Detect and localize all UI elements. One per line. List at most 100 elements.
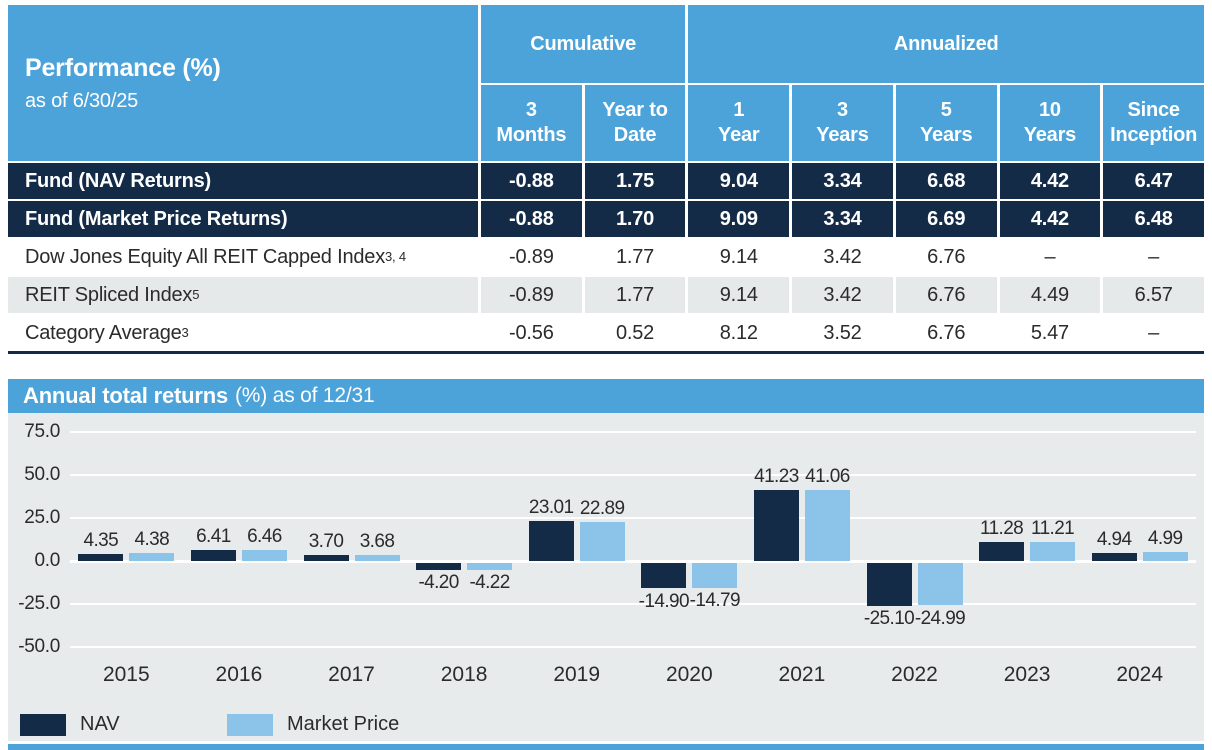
gridline bbox=[70, 646, 1196, 648]
market-price-bar-2017 bbox=[354, 554, 400, 561]
column-group-annualized: Annualized bbox=[688, 5, 1204, 83]
table-cell: 1.70 bbox=[584, 201, 686, 237]
bar-value-label: 4.38 bbox=[134, 529, 170, 551]
bar-value-label: 4.99 bbox=[1147, 528, 1183, 550]
market-price-bar-2022 bbox=[917, 562, 963, 606]
table-cell: 9.09 bbox=[688, 201, 790, 237]
nav-bar-2022 bbox=[866, 562, 912, 606]
market-price-bar-2020 bbox=[692, 562, 738, 588]
bar-value-label: 6.46 bbox=[247, 525, 282, 547]
bar-value-label: 4.35 bbox=[83, 529, 119, 551]
nav-bar-2018 bbox=[416, 562, 462, 570]
table-cell: 6.57 bbox=[1103, 277, 1204, 313]
table-cell: 6.76 bbox=[895, 315, 997, 351]
y-axis-tick: -50.0 bbox=[18, 636, 60, 657]
table-cell: – bbox=[1103, 315, 1204, 351]
bar-value-label: 41.06 bbox=[805, 466, 850, 488]
x-axis-label: 2021 bbox=[778, 663, 826, 686]
performance-table-title: Performance (%) bbox=[25, 53, 221, 82]
table-cell: 6.69 bbox=[895, 201, 997, 237]
column-header: 3 Years bbox=[792, 85, 893, 161]
bar-value-label: -4.22 bbox=[469, 572, 510, 594]
annual-returns-title: Annual total returns bbox=[23, 383, 229, 408]
annual-returns-banner: Annual total returns (%) as of 12/31 bbox=[8, 379, 1204, 413]
table-cell: 4.42 bbox=[999, 163, 1101, 199]
chart-legend: NAV Market Price bbox=[8, 710, 1204, 741]
table-cell: 1.77 bbox=[584, 277, 686, 313]
nav-bar-2015 bbox=[78, 553, 124, 561]
x-axis-label: 2016 bbox=[215, 663, 263, 686]
table-cell: -0.56 bbox=[481, 315, 582, 351]
nav-bar-2016 bbox=[190, 549, 236, 561]
nav-legend-label: NAV bbox=[80, 713, 120, 735]
table-cell: -0.88 bbox=[481, 201, 582, 237]
table-cell: – bbox=[999, 239, 1101, 275]
bottom-accent-bar bbox=[8, 744, 1204, 750]
x-axis-label: 2023 bbox=[1003, 663, 1051, 686]
x-axis-label: 2015 bbox=[102, 663, 150, 686]
x-axis-label: 2018 bbox=[440, 663, 488, 686]
bar-value-label: 11.21 bbox=[1031, 517, 1075, 539]
nav-bar-2020 bbox=[641, 562, 687, 589]
table-cell: 5.47 bbox=[999, 315, 1101, 351]
gridline bbox=[70, 603, 1196, 605]
table-cell: 4.42 bbox=[999, 201, 1101, 237]
y-axis-tick: 25.0 bbox=[24, 507, 60, 528]
row-label: Category Average 3 bbox=[8, 315, 478, 351]
table-cell: 0.52 bbox=[584, 315, 686, 351]
table-cell: 6.47 bbox=[1103, 163, 1204, 199]
row-label-text: REIT Spliced Index bbox=[25, 283, 193, 306]
table-cell: 6.68 bbox=[895, 163, 997, 199]
column-header: 10 Years bbox=[999, 85, 1101, 161]
table-cell: -0.89 bbox=[481, 277, 582, 313]
market-price-bar-2019 bbox=[579, 521, 625, 561]
table-cell: 3.42 bbox=[792, 239, 893, 275]
column-header: 3 Months bbox=[481, 85, 582, 161]
column-header: 5 Years bbox=[895, 85, 997, 161]
market-price-bar-2023 bbox=[1030, 541, 1076, 561]
table-cell: 6.76 bbox=[895, 277, 997, 313]
performance-as-of-date: as of 6/30/25 bbox=[25, 89, 139, 112]
bar-value-label: -25.10 bbox=[863, 608, 915, 630]
table-cell: 9.14 bbox=[688, 277, 790, 313]
table-cell: 3.52 bbox=[792, 315, 893, 351]
bar-value-label: 11.28 bbox=[980, 517, 1024, 539]
row-label: Fund (NAV Returns) bbox=[8, 163, 478, 199]
bar-value-label: 4.94 bbox=[1096, 528, 1132, 550]
market-price-legend-label: Market Price bbox=[287, 713, 400, 735]
x-axis-label: 2024 bbox=[1116, 663, 1164, 686]
market-price-bar-2018 bbox=[467, 562, 513, 570]
bar-value-label: -14.79 bbox=[689, 590, 741, 612]
bar-value-label: -4.20 bbox=[418, 572, 459, 594]
column-header: Year to Date bbox=[584, 85, 686, 161]
x-axis-label: 2019 bbox=[553, 663, 601, 686]
bar-value-label: 22.89 bbox=[579, 497, 625, 519]
table-cell: 3.34 bbox=[792, 163, 893, 199]
table-cell: 1.75 bbox=[584, 163, 686, 199]
x-axis-label: 2017 bbox=[328, 663, 375, 686]
table-cell: – bbox=[1103, 239, 1204, 275]
column-group-cumulative: Cumulative bbox=[481, 5, 686, 83]
annual-returns-chart: NAV Market Price 75.0 50.0 25.0 0.0 -25.0 -50… bbox=[8, 413, 1204, 741]
gridline bbox=[70, 517, 1196, 519]
table-cell: 8.12 bbox=[688, 315, 790, 351]
bar-value-label: 6.41 bbox=[196, 525, 231, 547]
table-cell: 1.77 bbox=[584, 239, 686, 275]
row-label: Fund (Market Price Returns) bbox=[8, 201, 478, 237]
bar-value-label: 3.68 bbox=[359, 530, 395, 552]
bar-value-label: -24.99 bbox=[914, 607, 966, 629]
nav-bar-2024 bbox=[1091, 552, 1137, 561]
market-price-bar-2024 bbox=[1142, 552, 1188, 561]
table-cell: 4.49 bbox=[999, 277, 1101, 313]
bar-value-label: 23.01 bbox=[528, 497, 574, 519]
gridline bbox=[70, 431, 1196, 433]
y-axis-tick: 50.0 bbox=[24, 464, 60, 485]
row-label: REIT Spliced Index 5 bbox=[8, 277, 478, 313]
table-cell: 9.04 bbox=[688, 163, 790, 199]
annual-returns-subtitle: (%) as of 12/31 bbox=[235, 384, 375, 407]
market-price-bar-2015 bbox=[129, 553, 175, 561]
x-axis-label: 2020 bbox=[665, 663, 713, 686]
column-header: 1 Year bbox=[688, 85, 790, 161]
y-axis-tick: -25.0 bbox=[18, 593, 60, 614]
table-cell: 9.14 bbox=[688, 239, 790, 275]
